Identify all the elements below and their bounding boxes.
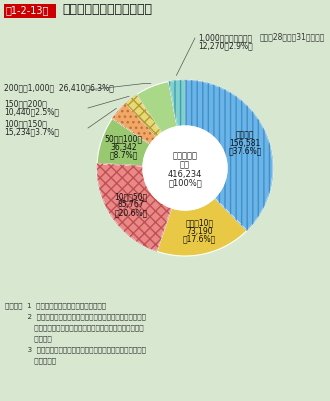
Text: 2  倍数は貯蔵最大数量又は取扱最大数量を危険物の規制に: 2 倍数は貯蔵最大数量又は取扱最大数量を危険物の規制に — [5, 313, 146, 320]
Text: 73,190: 73,190 — [186, 227, 213, 236]
Text: 3  小数点第二位を四捨五入のため、合計等が一致しない場: 3 小数点第二位を四捨五入のため、合計等が一致しない場 — [5, 346, 146, 352]
Text: ５倍以下: ５倍以下 — [236, 131, 254, 140]
Text: 12,270（2.9%）: 12,270（2.9%） — [198, 41, 253, 51]
Text: 関する政令別表第三で定める指定数量で除して得た数値: 関する政令別表第三で定める指定数量で除して得た数値 — [5, 324, 144, 330]
Wedge shape — [97, 164, 172, 251]
Wedge shape — [137, 81, 177, 133]
Text: 危険物施設の規模別構成比: 危険物施設の規模別構成比 — [62, 3, 152, 16]
Wedge shape — [157, 198, 247, 256]
Wedge shape — [97, 118, 150, 166]
Text: （100%）: （100%） — [168, 178, 202, 188]
Wedge shape — [126, 95, 162, 137]
Circle shape — [143, 126, 227, 210]
Text: （8.7%）: （8.7%） — [109, 151, 138, 160]
Text: 50倍～100倍: 50倍～100倍 — [104, 135, 143, 144]
Text: 156,581: 156,581 — [230, 139, 261, 148]
Wedge shape — [185, 80, 273, 231]
Text: 1,000倍を超えるもの: 1,000倍を超えるもの — [198, 34, 252, 43]
Text: 416,234: 416,234 — [168, 170, 202, 178]
Text: 200倍～1,000倍  26,410（6.3%）: 200倍～1,000倍 26,410（6.3%） — [4, 83, 114, 93]
Text: 150倍～200倍: 150倍～200倍 — [4, 99, 47, 109]
Text: ５倍～10倍: ５倍～10倍 — [185, 219, 214, 228]
Wedge shape — [169, 80, 185, 127]
Text: 36,342: 36,342 — [110, 143, 137, 152]
Text: （備考）  1  「危険物規制事務調査」により作成: （備考） 1 「危険物規制事務調査」により作成 — [5, 302, 106, 309]
Text: （20.6%）: （20.6%） — [115, 208, 148, 217]
Wedge shape — [112, 103, 157, 144]
Text: 15,234（3.7%）: 15,234（3.7%） — [4, 128, 59, 136]
Text: である。: である。 — [5, 335, 52, 342]
Text: （37.6%）: （37.6%） — [228, 147, 262, 156]
Text: （平成28年３月31日現在）: （平成28年３月31日現在） — [260, 32, 325, 41]
Text: 危険物施設: 危険物施設 — [173, 152, 197, 160]
Text: 100倍～150倍: 100倍～150倍 — [4, 119, 47, 128]
Text: 85,767: 85,767 — [118, 200, 145, 209]
Text: 10倍～50倍: 10倍～50倍 — [115, 192, 148, 201]
Text: 第1-2-13図: 第1-2-13図 — [6, 5, 50, 15]
Text: 10,440（2.5%）: 10,440（2.5%） — [4, 107, 59, 117]
Text: 合がある。: 合がある。 — [5, 357, 56, 364]
FancyBboxPatch shape — [4, 4, 56, 18]
Text: （17.6%）: （17.6%） — [183, 235, 216, 244]
Text: 総数: 総数 — [180, 160, 190, 170]
